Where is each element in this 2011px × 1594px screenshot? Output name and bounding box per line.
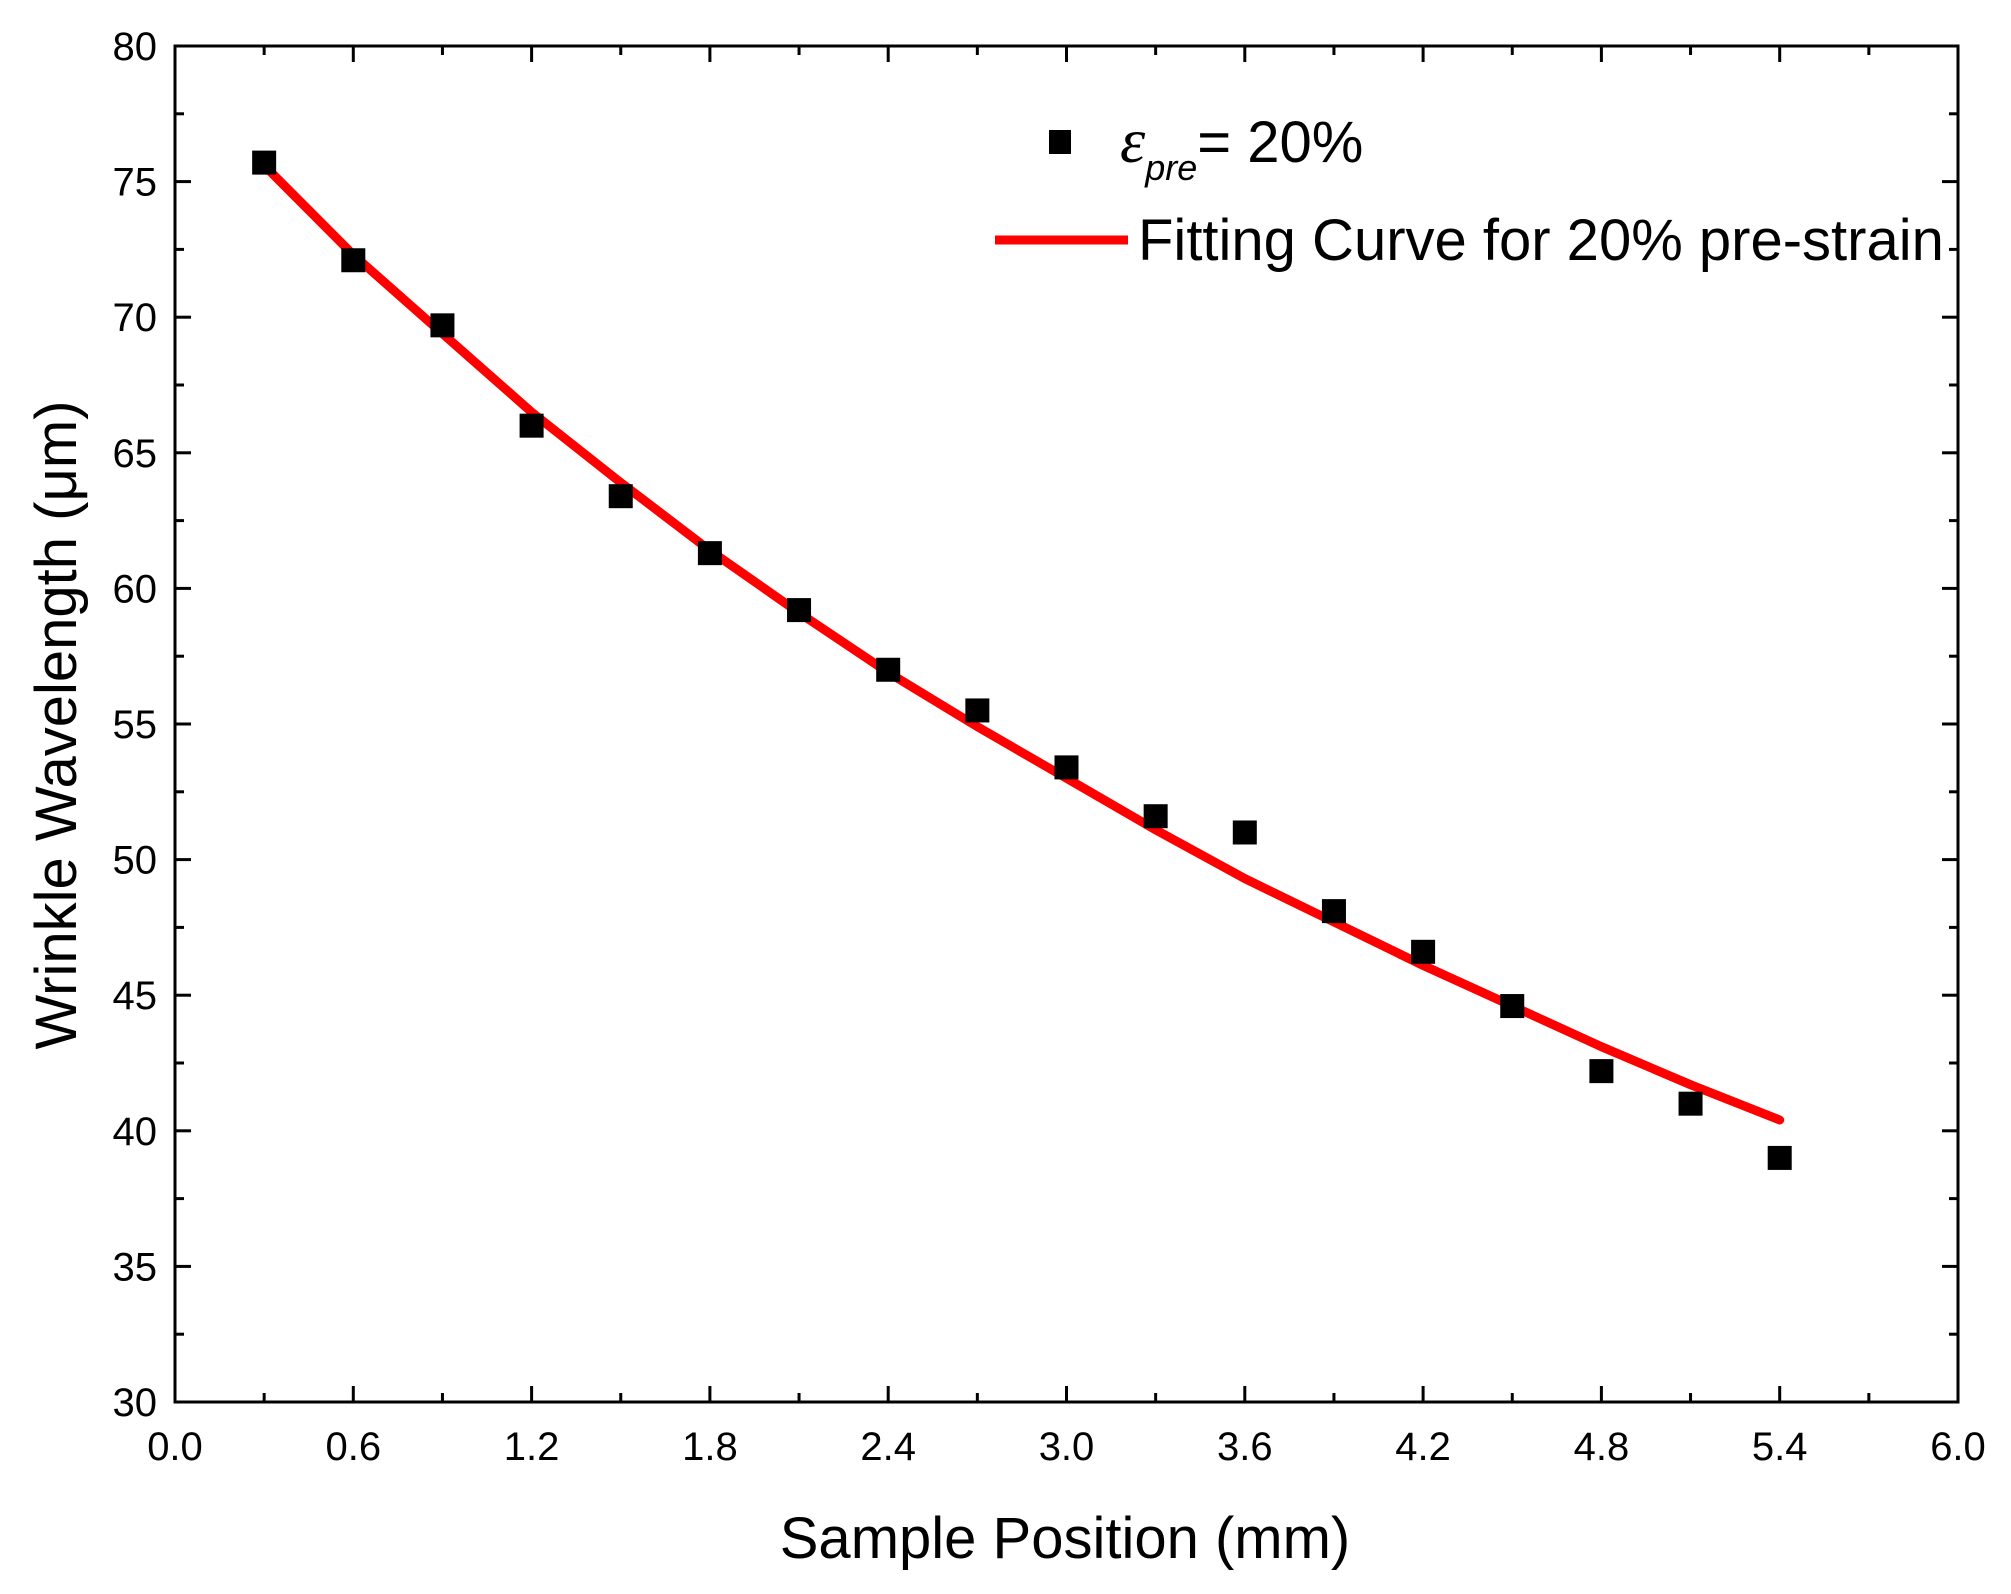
x-tick-label: 4.8 — [1574, 1425, 1630, 1469]
x-tick-label: 6.0 — [1930, 1425, 1986, 1469]
axis-ticks — [173, 44, 1960, 1404]
y-tick-label: 65 — [113, 432, 158, 476]
fit-curve-line — [259, 160, 1785, 1125]
x-tick-label: 2.4 — [860, 1425, 916, 1469]
legend-marker-scatter — [1049, 130, 1071, 154]
y-tick-label: 75 — [113, 161, 158, 205]
y-tick-label: 50 — [113, 839, 158, 883]
y-tick-label: 70 — [113, 296, 158, 340]
axis-tick-labels: 0.0 0.6 1.2 1.8 2.4 3.0 3.6 4.2 4.8 5.4 6.0 30 35 40 4… — [113, 25, 1986, 1469]
data-points — [252, 150, 1792, 1170]
y-tick-label: 60 — [113, 567, 158, 611]
data-point — [430, 313, 455, 338]
x-tick-label: 3.6 — [1217, 1425, 1273, 1469]
x-tick-label: 3.0 — [1039, 1425, 1095, 1469]
data-point — [1232, 820, 1257, 845]
data-point — [519, 413, 544, 438]
y-tick-label: 55 — [113, 703, 158, 747]
data-point — [1143, 804, 1168, 829]
data-point — [965, 698, 990, 723]
y-tick-label: 45 — [113, 974, 158, 1018]
y-tick-label: 40 — [113, 1110, 158, 1154]
x-tick-label: 5.4 — [1752, 1425, 1808, 1469]
y-tick-label: 80 — [113, 25, 158, 69]
y-axis-title: Wrinkle Wavelength (μm) — [24, 400, 89, 1049]
data-point — [341, 248, 366, 273]
x-tick-label: 0.0 — [147, 1425, 203, 1469]
legend: εpre= 20% Fitting Curve for 20% pre-stra… — [995, 105, 1944, 273]
data-point — [1678, 1091, 1703, 1116]
data-point — [608, 484, 633, 509]
y-tick-label: 35 — [113, 1245, 158, 1289]
data-point — [787, 598, 812, 623]
data-point — [1411, 939, 1436, 964]
legend-label-fit: Fitting Curve for 20% pre-strain — [1138, 208, 1944, 273]
data-point — [1321, 899, 1346, 924]
x-tick-label: 0.6 — [325, 1425, 381, 1469]
data-point — [697, 541, 722, 566]
data-point — [1589, 1059, 1614, 1084]
data-point — [1054, 755, 1079, 780]
data-point — [876, 657, 901, 682]
fit-series — [259, 160, 1785, 1125]
x-axis-title: Sample Position (mm) — [780, 1506, 1350, 1571]
data-point — [252, 150, 277, 175]
x-tick-label: 1.8 — [682, 1425, 738, 1469]
x-tick-label: 4.2 — [1395, 1425, 1451, 1469]
legend-label-scatter: εpre= 20% — [1120, 105, 1363, 188]
data-point — [1767, 1145, 1792, 1170]
y-tick-label: 30 — [113, 1381, 158, 1425]
data-point — [1500, 994, 1525, 1019]
x-tick-label: 1.2 — [504, 1425, 560, 1469]
